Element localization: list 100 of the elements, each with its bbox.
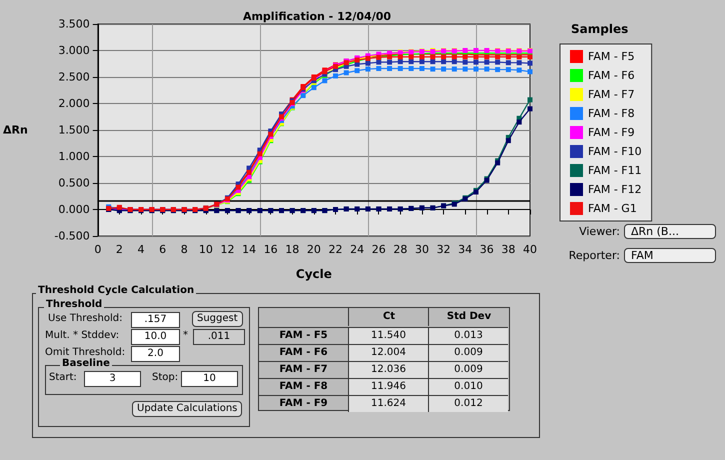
point (452, 66, 457, 72)
point (473, 60, 478, 65)
legend-label: FAM - F8 (588, 107, 635, 120)
x-tick-label: 36 (480, 243, 494, 256)
point (528, 106, 532, 112)
point (484, 60, 490, 65)
point (365, 66, 370, 72)
point (528, 60, 532, 66)
point (506, 67, 511, 72)
point (430, 59, 436, 64)
point (430, 66, 436, 72)
point (398, 66, 403, 72)
point (484, 66, 490, 72)
x-tick-label: 8 (180, 243, 188, 256)
point (322, 78, 328, 84)
data-label: 11.946 (348, 378, 428, 395)
text: Threshold (44, 299, 104, 310)
point (408, 66, 414, 72)
y-axis-title: ΔRn (2, 124, 28, 136)
legend-label: FAM - F6 (588, 69, 635, 82)
x-tick-label: 14 (242, 243, 256, 256)
x-tick-label: 32 (436, 243, 451, 256)
series-label: Ct (348, 308, 429, 326)
x-axis-title: Cycle (296, 267, 332, 281)
x-tick-label: 2 (116, 243, 123, 256)
point (495, 60, 500, 65)
chart-title: Amplification - 12/04/00 (242, 10, 392, 23)
y-tick-label: 1.000 (58, 150, 90, 163)
data-label: 0.009 (428, 344, 508, 361)
point (419, 66, 424, 72)
text: Start: (47, 372, 79, 383)
point (398, 59, 403, 64)
point (344, 70, 349, 76)
point (506, 60, 511, 66)
y-tick-label: -0.500 (54, 230, 90, 242)
y-tick-label: 2.500 (58, 70, 90, 84)
y-tick-label: 3.000 (58, 44, 90, 57)
legend-label: FAM - F10 (588, 145, 642, 158)
legend-label: FAM - G1 (588, 202, 637, 215)
x-tick-label: 30 (414, 243, 429, 256)
x-tick-label: 12 (220, 243, 234, 256)
point (354, 68, 360, 74)
point (495, 67, 500, 72)
text: 3 (84, 371, 141, 387)
x-tick-label: 28 (393, 243, 408, 256)
legend-label: FAM - F11 (588, 164, 642, 177)
point (419, 54, 424, 60)
text: 2.0 (131, 346, 180, 362)
point (408, 54, 414, 60)
category-label: FAM - F5 (259, 327, 348, 344)
data-label: 0.009 (428, 361, 508, 378)
x-tick-label: 24 (350, 243, 364, 256)
y-tick-label: 1.500 (58, 124, 90, 136)
point (333, 73, 338, 78)
text: 10.0 (131, 329, 180, 345)
x-tick-label: 0 (94, 243, 102, 256)
point (506, 138, 511, 144)
data-label: 11.624 (348, 395, 428, 412)
legend-label: FAM - F7 (588, 88, 635, 101)
x-tick-label: 26 (372, 243, 386, 256)
text: Suggest (192, 311, 243, 327)
text: Use Threshold: (46, 313, 125, 324)
point (441, 54, 446, 60)
legend-label: FAM - F5 (588, 50, 635, 63)
data-label: 12.036 (348, 361, 428, 378)
x-tick-label: 18 (285, 243, 300, 256)
y-tick-label: 0.000 (58, 203, 90, 216)
x-tick-label: 22 (328, 243, 343, 256)
text: Omit Threshold: (43, 347, 128, 358)
legend-title: Samples (571, 22, 628, 36)
x-tick-label: 38 (501, 243, 516, 256)
series-label: Std Dev (428, 308, 509, 326)
text: Reporter: (568, 248, 620, 262)
text: ΔRn (B... (624, 224, 716, 238)
point (462, 60, 468, 65)
point (516, 60, 522, 66)
point (354, 62, 360, 67)
point (462, 66, 468, 72)
category-label: FAM - F7 (259, 361, 348, 378)
point (473, 66, 478, 72)
text: Threshold Cycle Calculation (36, 285, 196, 296)
text: Stop: (150, 372, 180, 383)
data-label: 11.540 (348, 327, 428, 344)
y-tick-label: 3.500 (58, 18, 90, 30)
x-tick-label: 16 (264, 243, 278, 256)
point (311, 85, 316, 90)
x-tick-label: 40 (523, 243, 537, 256)
point (452, 59, 457, 64)
point (419, 59, 424, 64)
text: Viewer: (578, 224, 620, 238)
text: 10 (181, 371, 238, 387)
point (365, 60, 370, 66)
y-tick-label: 0.500 (58, 176, 90, 190)
text: FAM (624, 248, 716, 262)
point (528, 97, 532, 102)
point (387, 66, 392, 72)
point (387, 60, 392, 65)
x-tick-label: 10 (198, 243, 213, 256)
legend-label: FAM - F12 (588, 183, 642, 196)
text: .157 (131, 312, 180, 328)
